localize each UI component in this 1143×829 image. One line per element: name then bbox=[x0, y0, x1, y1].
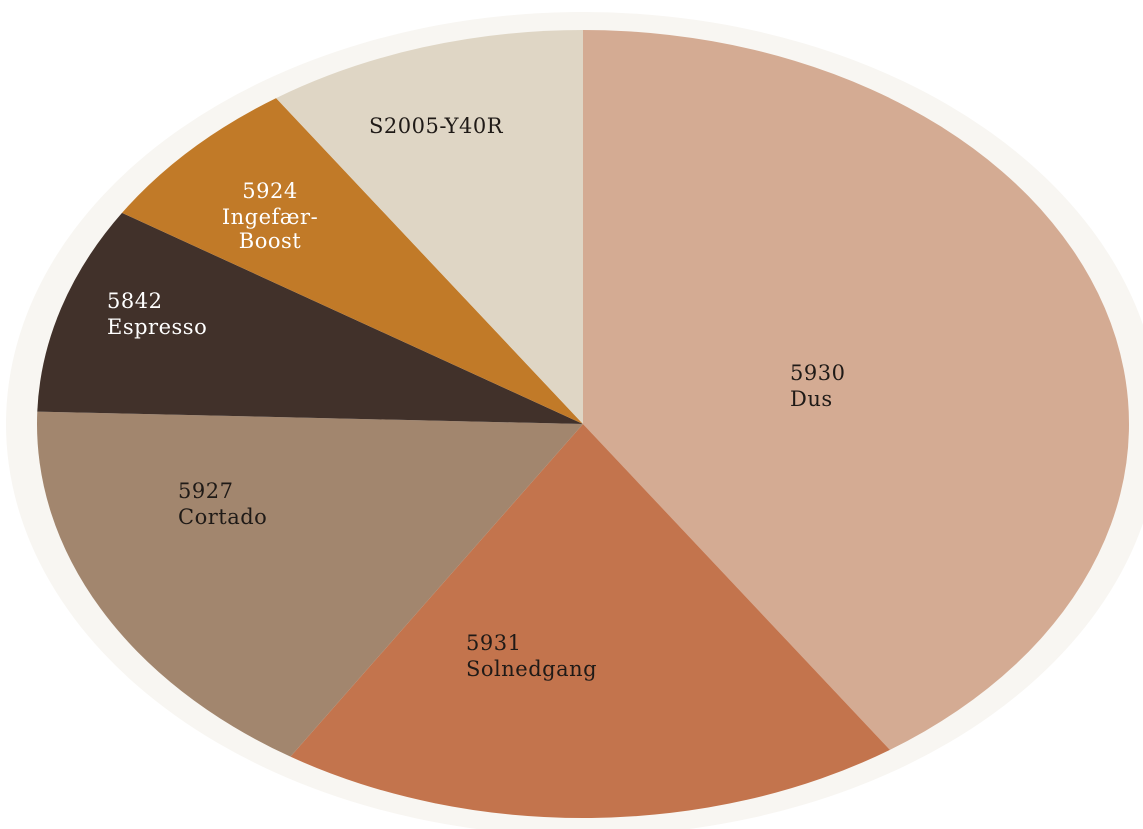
pie-slice-ingefær-boost bbox=[122, 98, 583, 424]
slice-label-name: Dus bbox=[790, 387, 833, 411]
slice-label-code: S2005-Y40R bbox=[369, 114, 504, 138]
pie-slice-s2005-y40r bbox=[276, 30, 583, 424]
slice-label-name: Cortado bbox=[178, 505, 267, 529]
pie-slice-dus bbox=[583, 29, 1130, 750]
labels-layer: 5930 Dus 5931 Solnedgang 5927 Cortado 5842 Espr… bbox=[107, 114, 845, 681]
slice-label-name-part: Ingefær- bbox=[222, 205, 318, 229]
slice-label-code: 5930 bbox=[790, 361, 845, 385]
slice-label-ingefær-boost: 5924 Ingefær-Boost bbox=[222, 179, 318, 253]
slice-label-code: 5924 bbox=[242, 179, 297, 203]
slice-label-cortado: 5927 Cortado bbox=[178, 479, 267, 529]
pie-slice-espresso bbox=[37, 212, 583, 424]
slice-label-code: 5927 bbox=[178, 479, 233, 503]
slices-layer bbox=[37, 29, 1130, 819]
slice-label-solnedgang: 5931 Solnedgang bbox=[466, 631, 597, 681]
slice-label-code: 5931 bbox=[466, 631, 521, 655]
pie-slice-cortado bbox=[37, 411, 583, 757]
pie-slice-solnedgang bbox=[290, 424, 890, 819]
slice-label-s2005-y40r: S2005-Y40R bbox=[369, 114, 504, 138]
slice-label-code: 5842 bbox=[107, 289, 162, 313]
slice-label-dus: 5930 Dus bbox=[790, 361, 845, 411]
slice-label-espresso: 5842 Espresso bbox=[107, 289, 207, 339]
slice-label-name: Solnedgang bbox=[466, 657, 597, 681]
slice-label-name: Espresso bbox=[107, 315, 207, 339]
slice-label-name-part: Boost bbox=[239, 229, 301, 253]
